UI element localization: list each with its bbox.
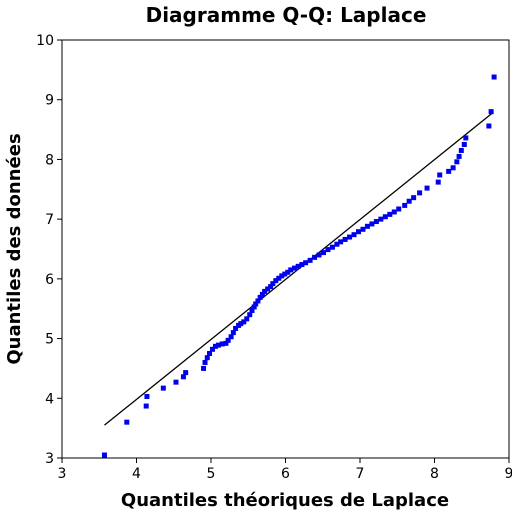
x-tick-label: 6: [281, 466, 290, 482]
data-point: [343, 237, 348, 242]
data-point: [352, 232, 357, 237]
x-tick-label: 4: [132, 466, 141, 482]
y-tick-label: 6: [45, 272, 54, 288]
data-point: [411, 195, 416, 200]
x-tick-label: 3: [58, 466, 67, 482]
data-point: [203, 360, 208, 365]
y-tick-label: 10: [36, 33, 54, 49]
data-point: [492, 75, 497, 80]
data-point: [317, 252, 322, 257]
data-point: [463, 135, 468, 140]
data-point: [417, 190, 422, 195]
data-point: [365, 224, 370, 229]
x-tick-label: 7: [356, 466, 365, 482]
data-point: [374, 219, 379, 224]
data-point: [451, 165, 456, 170]
data-point: [387, 212, 392, 217]
data-point: [330, 245, 335, 250]
data-point: [102, 453, 107, 458]
data-point: [457, 154, 462, 159]
data-point: [161, 386, 166, 391]
data-point: [360, 227, 365, 232]
data-point: [436, 180, 441, 185]
x-tick-label: 5: [207, 466, 216, 482]
data-point: [312, 255, 317, 260]
data-point: [308, 258, 313, 263]
data-point: [183, 370, 188, 375]
reference-line-group: [104, 113, 492, 425]
y-tick-label: 4: [45, 391, 54, 407]
data-point: [454, 159, 459, 164]
data-point: [396, 206, 401, 211]
data-point: [383, 214, 388, 219]
data-point: [124, 420, 129, 425]
data-point: [462, 142, 467, 147]
data-point: [325, 247, 330, 252]
data-point: [369, 221, 374, 226]
data-point: [303, 260, 308, 265]
data-points-group: [102, 75, 497, 458]
x-axis-label: Quantiles théoriques de Laplace: [121, 490, 449, 511]
axis-ticks: 3 4 5 6 7 8 9 3 4 5 6 7 8 9 10: [36, 33, 512, 482]
data-point: [459, 148, 464, 153]
plot-area-frame: [62, 40, 509, 458]
data-point: [173, 380, 178, 385]
y-tick-label: 5: [45, 332, 54, 348]
y-axis-label: Quantiles des données: [4, 133, 25, 364]
x-tick-label: 8: [430, 466, 439, 482]
y-tick-label: 8: [45, 152, 54, 168]
data-point: [347, 235, 352, 240]
data-point: [338, 239, 343, 244]
data-point: [425, 186, 430, 191]
data-point: [201, 366, 206, 371]
data-point: [321, 250, 326, 255]
data-point: [392, 209, 397, 214]
y-tick-label: 3: [45, 451, 54, 467]
data-point: [144, 394, 149, 399]
reference-line: [104, 113, 492, 425]
data-point: [437, 172, 442, 177]
x-tick-label: 9: [505, 466, 512, 482]
data-point: [486, 123, 491, 128]
data-point: [356, 229, 361, 234]
y-tick-label: 7: [45, 212, 54, 228]
data-point: [446, 169, 451, 174]
data-point: [144, 404, 149, 409]
chart-title: Diagramme Q-Q: Laplace: [146, 3, 427, 27]
data-point: [407, 199, 412, 204]
data-point: [378, 217, 383, 222]
y-tick-label: 9: [45, 93, 54, 109]
data-point: [489, 109, 494, 114]
data-point: [402, 203, 407, 208]
